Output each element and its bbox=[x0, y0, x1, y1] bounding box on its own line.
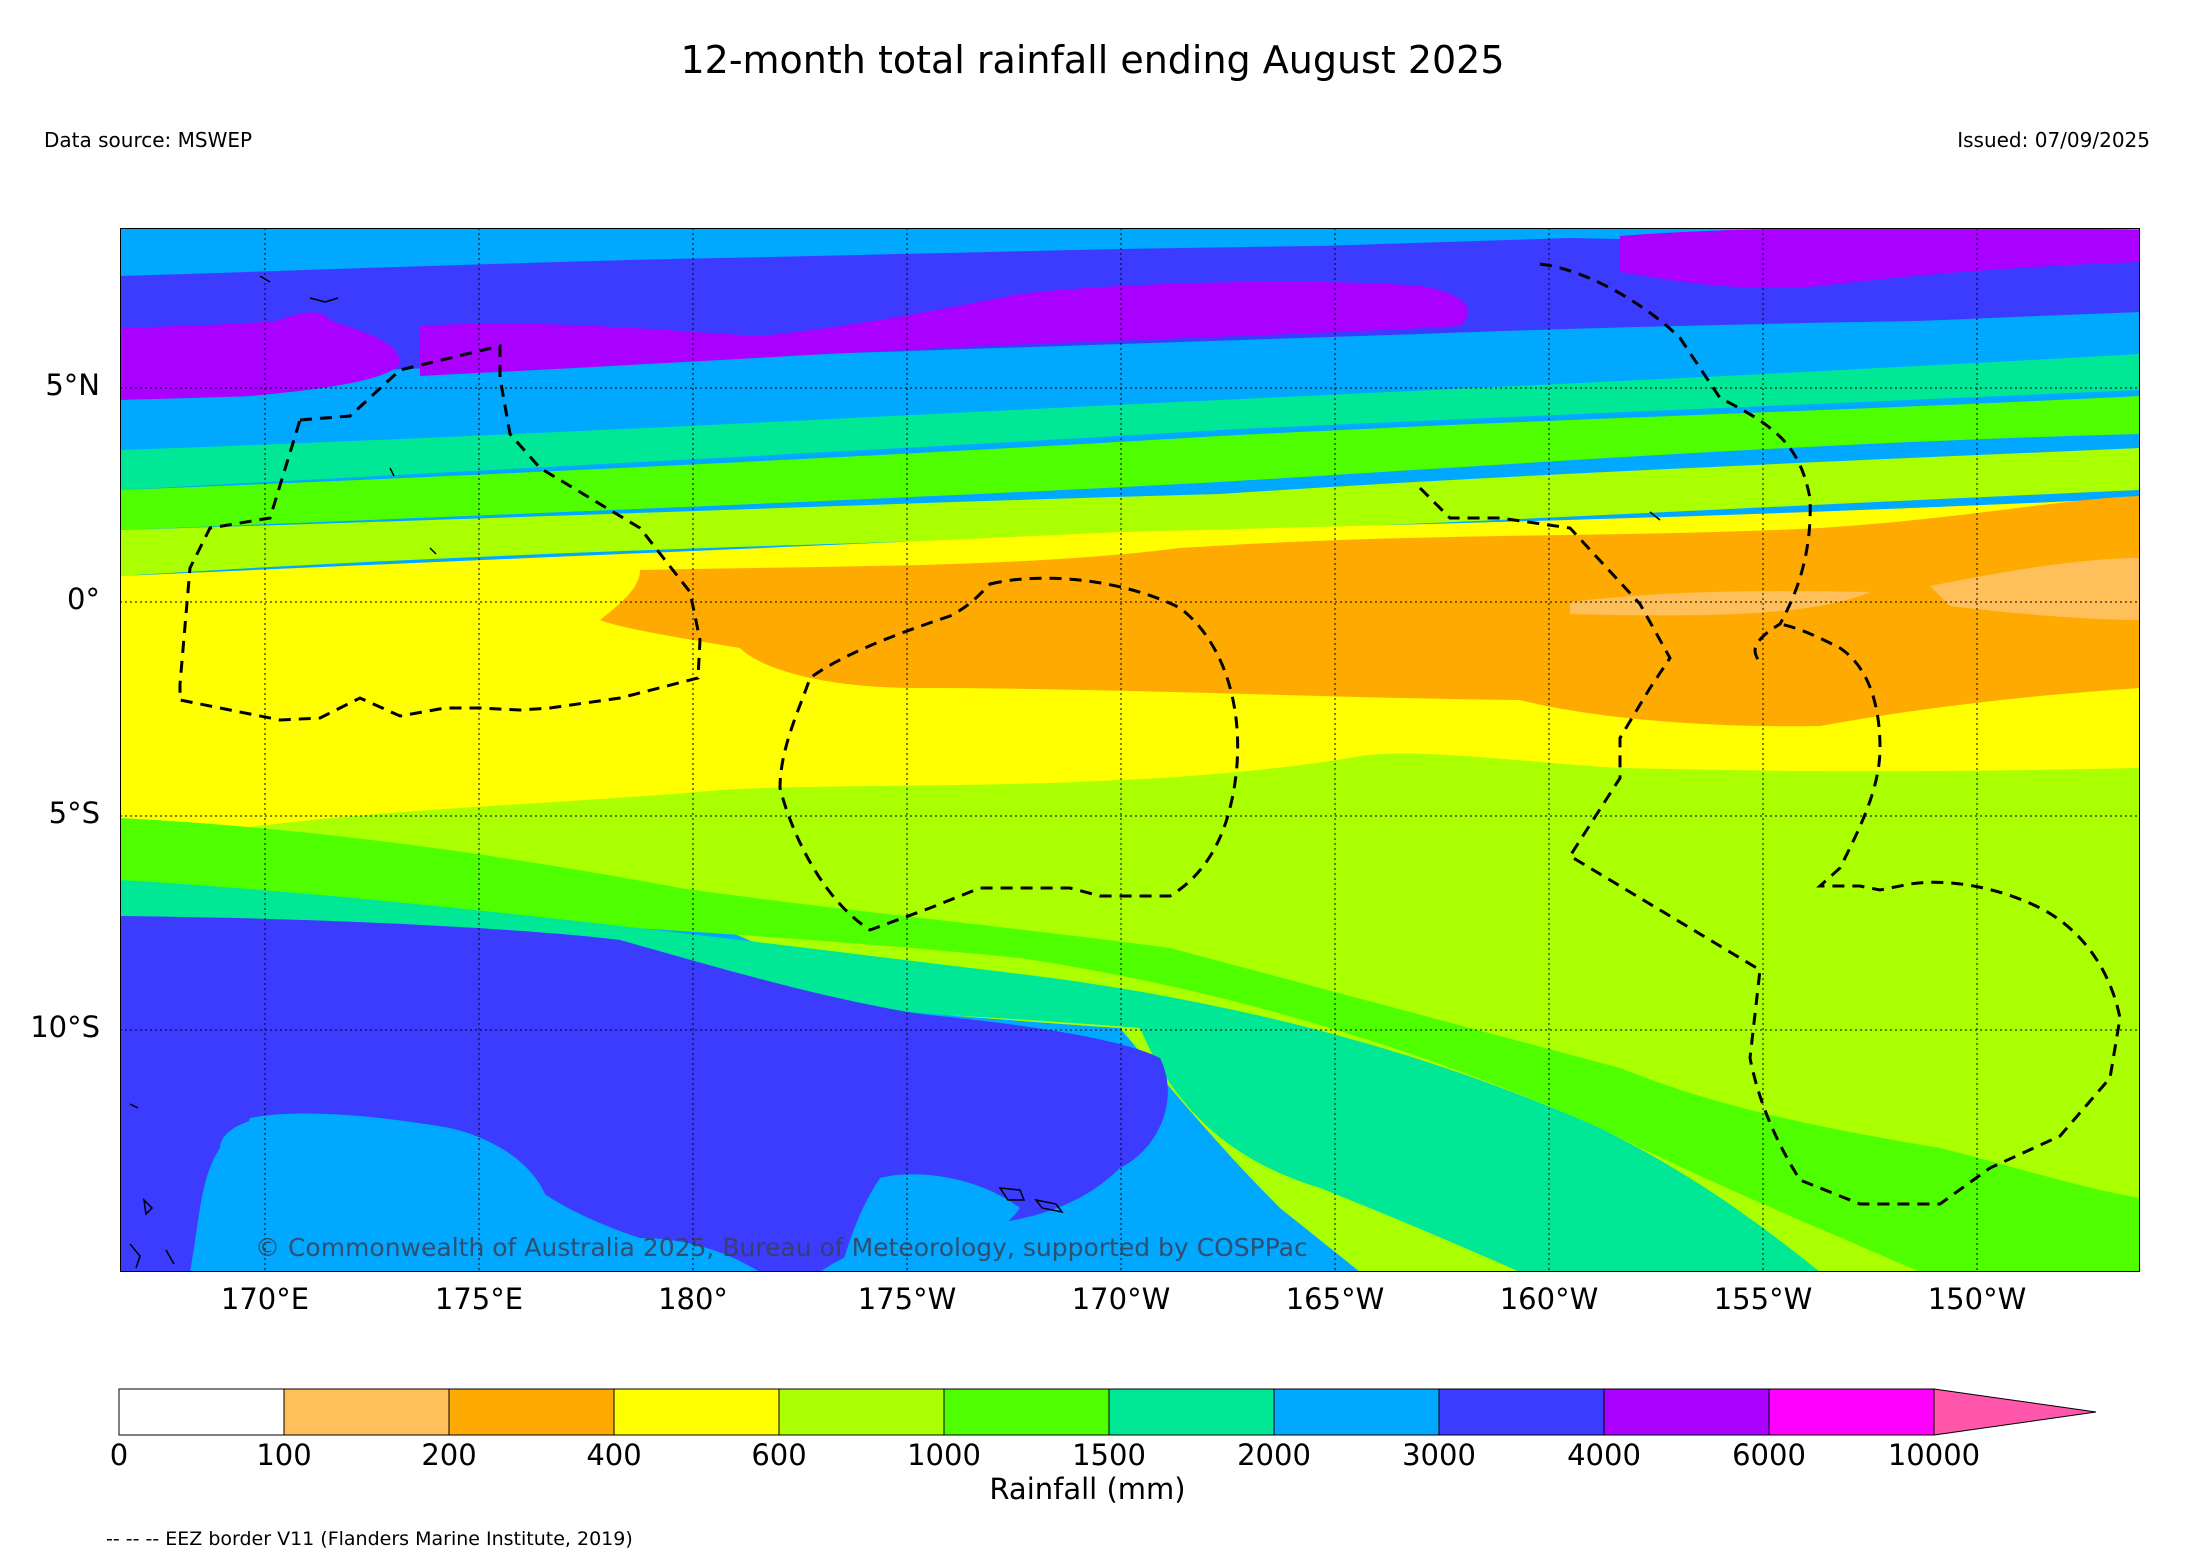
colorbar-segment-400-600 bbox=[613, 1388, 780, 1436]
lon-label-155w: 155°W bbox=[1713, 1282, 1813, 1316]
colorbar-tick-400: 400 bbox=[586, 1438, 642, 1472]
colorbar-tick-1500: 1500 bbox=[1072, 1438, 1146, 1472]
colorbar-segment-200-400 bbox=[448, 1388, 615, 1436]
band-4000-6000-north-east bbox=[1620, 228, 2140, 288]
lon-label-170e: 170°E bbox=[220, 1282, 310, 1316]
lon-label-175w: 175°W bbox=[857, 1282, 957, 1316]
colorbar-tick-1000: 1000 bbox=[907, 1438, 981, 1472]
island bbox=[129, 1103, 139, 1109]
lon-label-170w: 170°W bbox=[1071, 1282, 1171, 1316]
rainfall-map bbox=[120, 228, 2140, 1272]
graticule bbox=[120, 228, 2140, 1272]
lon-label-175e: 175°E bbox=[434, 1282, 524, 1316]
band-200-400-equator bbox=[600, 496, 2140, 727]
colorbar-tick-200: 200 bbox=[421, 1438, 477, 1472]
band-100-200-east bbox=[1570, 591, 1870, 616]
lon-label-150w: 150°W bbox=[1927, 1282, 2027, 1316]
lat-label-10s: 10°S bbox=[30, 1010, 100, 1044]
colorbar-segment-600-1000 bbox=[778, 1388, 945, 1436]
band-1000-1500-south bbox=[120, 818, 2140, 1272]
eez-border-tokelau-samoa bbox=[778, 576, 1240, 932]
eez-border-kiribati-gilberts bbox=[178, 344, 702, 722]
colorbar-segment-0-100 bbox=[118, 1388, 285, 1436]
lon-label-165w: 165°W bbox=[1285, 1282, 1385, 1316]
data-source-label: Data source: MSWEP bbox=[44, 128, 253, 152]
colorbar bbox=[118, 1388, 2097, 1436]
lat-label-5n: 5°N bbox=[45, 368, 100, 402]
colorbar-tick-6000: 6000 bbox=[1732, 1438, 1806, 1472]
colorbar-segment-6000-10000 bbox=[1768, 1388, 1935, 1436]
colorbar-segment-100-200 bbox=[283, 1388, 450, 1436]
map-title: 12-month total rainfall ending August 20… bbox=[680, 38, 1505, 82]
eez-borders bbox=[178, 262, 2122, 1206]
colorbar-label-text: Rainfall (mm) bbox=[989, 1472, 1186, 1506]
colorbar-segment-4000-6000 bbox=[1603, 1388, 1770, 1436]
lat-label-0: 0° bbox=[67, 582, 100, 616]
island bbox=[429, 547, 437, 555]
band-2000-3000-north bbox=[120, 312, 2140, 450]
rainfall-bands bbox=[120, 228, 2140, 1272]
colorbar-label: Rainfall (mm) bbox=[0, 1472, 2185, 1506]
island bbox=[309, 297, 339, 303]
colorbar-tick-3000: 3000 bbox=[1402, 1438, 1476, 1472]
colorbar-tick-100: 100 bbox=[256, 1438, 312, 1472]
colorbar-segment-1500-2000 bbox=[1108, 1388, 1275, 1436]
colorbar-tick-0: 0 bbox=[109, 1438, 129, 1472]
eez-border-kiribati-line-south bbox=[1418, 486, 2122, 1206]
eez-border-note: -- -- -- EEZ border V11 (Flanders Marine… bbox=[106, 1528, 633, 1550]
colorbar-segment-2000-3000 bbox=[1273, 1388, 1440, 1436]
band-100-200-far-east bbox=[1930, 558, 2140, 620]
copyright-notice: © Commonwealth of Australia 2025, Bureau… bbox=[255, 1233, 1308, 1262]
band-600-1000-north bbox=[120, 448, 2140, 576]
colorbar-segment-3000-4000 bbox=[1438, 1388, 1605, 1436]
colorbar-tick-10000: 10000 bbox=[1887, 1438, 1981, 1472]
band-4000-6000-north-mid bbox=[420, 281, 1468, 376]
island bbox=[259, 275, 271, 283]
band-2000-3000-south-pocket bbox=[840, 1174, 1020, 1272]
island bbox=[142, 1197, 154, 1216]
island bbox=[389, 467, 395, 477]
issued-date-label: Issued: 07/09/2025 bbox=[1957, 128, 2150, 152]
colorbar-extension-arrow bbox=[1933, 1388, 2097, 1436]
map-frame bbox=[120, 228, 2140, 1272]
colorbar-tick-600: 600 bbox=[751, 1438, 807, 1472]
colorbar-tick-2000: 2000 bbox=[1237, 1438, 1311, 1472]
eez-border-kiribati-line-north bbox=[1539, 262, 1812, 665]
band-1000-1500-north bbox=[120, 396, 2140, 530]
band-4000-6000-north-west bbox=[120, 312, 400, 406]
island-outlines bbox=[129, 275, 1661, 1269]
island bbox=[129, 1243, 141, 1269]
island-samoa bbox=[1034, 1198, 1064, 1214]
colorbar-segment-1000-1500 bbox=[943, 1388, 1110, 1436]
island bbox=[165, 1249, 175, 1265]
band-2000-3000-southwest bbox=[243, 1113, 550, 1272]
colorbar-tick-4000: 4000 bbox=[1567, 1438, 1641, 1472]
island bbox=[1649, 511, 1661, 521]
lon-label-160w: 160°W bbox=[1499, 1282, 1599, 1316]
lon-label-180: 180° bbox=[658, 1282, 728, 1316]
island-samoa bbox=[998, 1187, 1026, 1201]
lat-label-5s: 5°S bbox=[48, 796, 100, 830]
